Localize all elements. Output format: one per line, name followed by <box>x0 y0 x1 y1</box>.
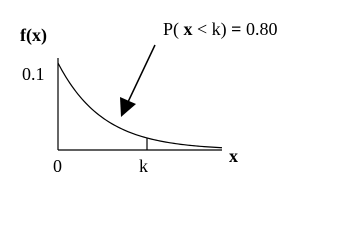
annotation-value: 0.80 <box>246 19 278 39</box>
arrow-head <box>120 97 136 117</box>
annotation-prefix: P( <box>163 19 179 40</box>
background <box>0 0 343 212</box>
y-axis-value: 0.1 <box>22 64 45 84</box>
density-curve <box>57 62 223 149</box>
annotation-relation: < k) <box>197 19 227 40</box>
arrow-line <box>127 44 156 103</box>
x-axis-origin: 0 <box>53 156 62 176</box>
x-axis-marker: k <box>139 156 148 176</box>
y-axis-label: f(x) <box>20 25 47 46</box>
x-axis-label: x <box>229 146 238 166</box>
diagram: f(x) 0.1 P( x < k) = 0.80 0 k x <box>0 0 343 212</box>
annotation-equals: = <box>231 19 241 39</box>
annotation: P( x < k) = 0.80 <box>163 19 277 40</box>
annotation-variable: x <box>184 19 193 39</box>
